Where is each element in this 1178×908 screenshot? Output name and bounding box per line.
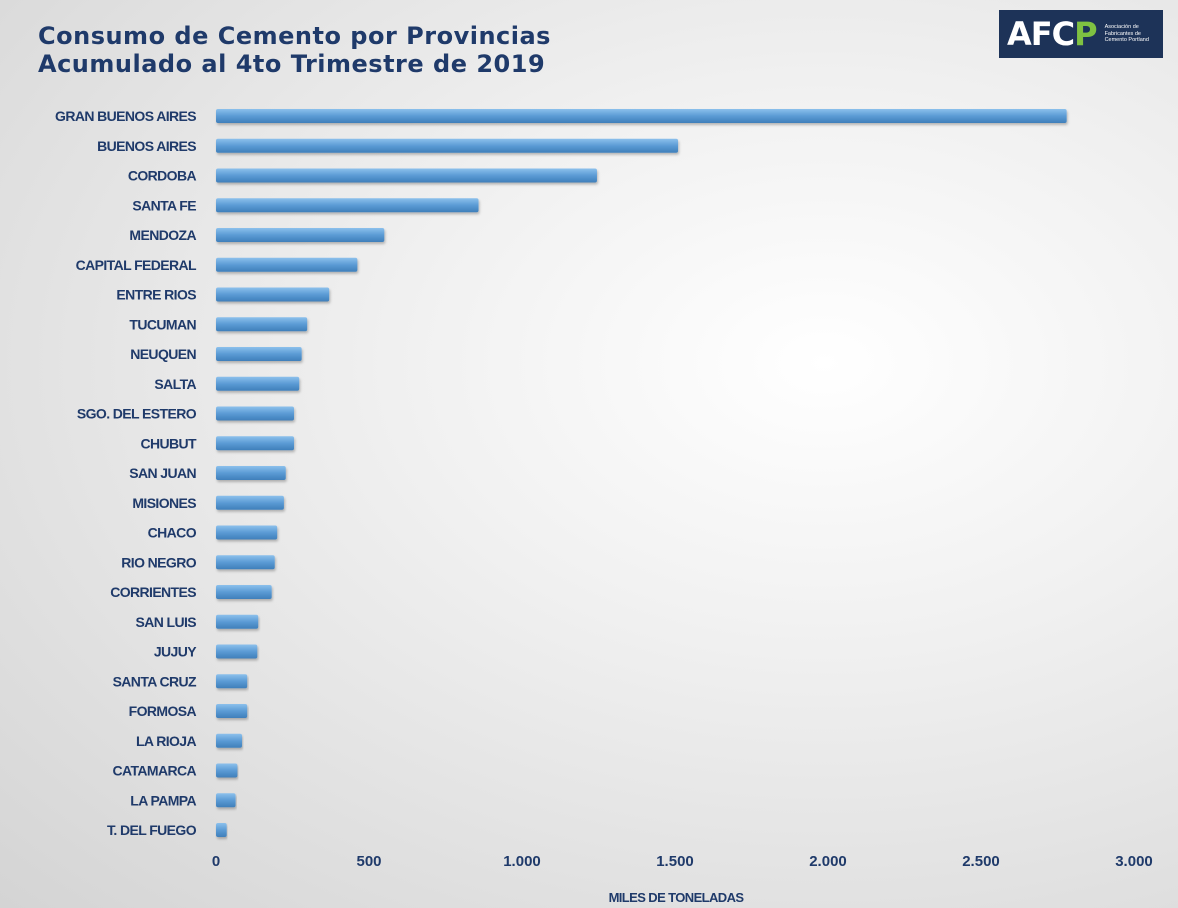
category-label: JUJUY (154, 644, 197, 660)
bar (216, 168, 597, 183)
x-tick-label: 1.000 (503, 853, 541, 870)
x-tick-label: 500 (356, 853, 381, 870)
category-label: NEUQUEN (130, 346, 196, 362)
category-label: CHACO (148, 525, 197, 541)
chart-title: Consumo de Cemento por Provincias Acumul… (38, 22, 551, 78)
category-label: RIO NEGRO (121, 554, 196, 570)
category-label: MENDOZA (129, 227, 196, 243)
x-tick-label: 2.000 (809, 853, 847, 870)
x-tick-label: 1.500 (656, 853, 694, 870)
bar (216, 109, 1067, 123)
category-label: FORMOSA (129, 703, 197, 719)
category-label: CATAMARCA (112, 763, 196, 779)
category-label: BUENOS AIRES (97, 138, 196, 154)
category-label: CAPITAL FEDERAL (76, 257, 197, 273)
bar (216, 763, 238, 778)
bar (216, 228, 385, 242)
x-tick-label: 0 (212, 853, 220, 870)
bar (216, 555, 275, 570)
bar (216, 495, 284, 510)
x-tick-label: 2.500 (962, 853, 1000, 870)
category-label: T. DEL FUEGO (107, 822, 197, 838)
title-line-2: Acumulado al 4to Trimestre de 2019 (38, 50, 546, 78)
category-label: SAN JUAN (129, 465, 196, 481)
bar (216, 793, 236, 808)
x-axis-label: MILES DE TONELADAS (609, 890, 745, 905)
bar (216, 347, 302, 361)
bar (216, 436, 295, 451)
bar (216, 257, 358, 272)
bar (216, 704, 248, 718)
bar (216, 376, 300, 391)
category-label: SANTA FE (132, 197, 196, 213)
category-label: MISIONES (132, 495, 196, 511)
bar (216, 674, 248, 689)
category-label: SGO. DEL ESTERO (77, 406, 197, 422)
bar (216, 525, 278, 540)
category-label: CORDOBA (128, 168, 197, 184)
category-label: LA PAMPA (130, 792, 196, 808)
category-label: LA RIOJA (136, 733, 197, 749)
bar (216, 823, 227, 837)
category-label: CHUBUT (140, 435, 197, 451)
bar (216, 287, 330, 302)
category-label: CORRIENTES (110, 584, 196, 600)
category-label: SANTA CRUZ (113, 673, 197, 689)
category-label: GRAN BUENOS AIRES (55, 108, 196, 124)
bar (216, 138, 679, 153)
bar (216, 614, 259, 629)
bar (216, 733, 243, 748)
bar (216, 406, 295, 421)
category-label: SALTA (154, 376, 196, 392)
bar (216, 644, 258, 659)
logo-mark: AFCP (1007, 15, 1098, 53)
bar (216, 466, 286, 480)
bar (216, 198, 479, 213)
logo-text: Asociación de Fabricantes de Cemento Por… (1104, 24, 1149, 44)
bar (216, 585, 272, 599)
x-tick-label: 3.000 (1115, 853, 1153, 870)
category-label: SAN LUIS (135, 614, 196, 630)
category-label: ENTRE RIOS (116, 287, 196, 303)
title-line-1: Consumo de Cemento por Provincias (38, 22, 551, 50)
category-label: TUCUMAN (129, 316, 196, 332)
afcp-logo: AFCP Asociación de Fabricantes de Cement… (999, 10, 1163, 58)
bar (216, 317, 308, 332)
